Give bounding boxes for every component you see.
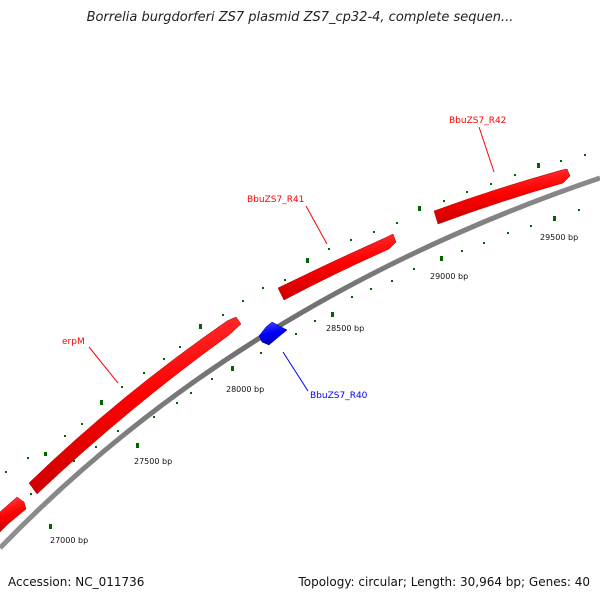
leader-line-bbuzs7-r40 [282, 351, 309, 392]
scale-tick [331, 312, 334, 317]
scale-tick [284, 279, 286, 281]
gene-arrow-bbuzs7-r40[interactable] [258, 321, 288, 346]
genes-value: 40 [574, 575, 590, 589]
scale-tick [306, 258, 309, 263]
scale-tick [418, 206, 421, 211]
tick-label-27500: 27500 bp [134, 457, 172, 466]
scale-tick [136, 443, 139, 448]
scale-tick [222, 314, 224, 316]
scale-tick [461, 250, 463, 252]
plasmid-backbone [0, 175, 600, 550]
topology-value: circular [358, 575, 403, 589]
forward-genes [0, 168, 571, 533]
scale-tick [231, 366, 234, 371]
gene-arrow-partial-left[interactable] [0, 496, 27, 533]
gene-arrow-erpm[interactable] [28, 316, 242, 495]
scale-tick [153, 416, 155, 418]
leader-line-bbuzs7-r42 [478, 126, 495, 173]
scale-tick [27, 457, 29, 459]
scale-tick [179, 346, 181, 348]
scale-tick [328, 248, 330, 250]
tick-label-28000: 28000 bp [226, 385, 264, 394]
gene-arrow-bbuzs7-r42[interactable] [433, 168, 571, 225]
topology-label: Topology: [298, 575, 355, 589]
scale-tick [242, 300, 244, 302]
scale-tick [121, 386, 123, 388]
scale-tick [117, 430, 119, 432]
scale-tick [351, 296, 353, 298]
scale-tick [260, 352, 262, 354]
scale-tick [391, 280, 393, 282]
scale-tick [373, 231, 375, 233]
summary-separator: ; [521, 575, 526, 589]
scale-tick [483, 242, 485, 244]
gene-label-bbuzs7-r41[interactable]: BbuZS7_R41 [247, 195, 304, 205]
gene-label-bbuzs7-r40[interactable]: BbuZS7_R40 [310, 391, 368, 401]
gene-label-bbuzs7-r42[interactable]: BbuZS7_R42 [449, 116, 506, 126]
length-value: 30,964 bp [460, 575, 522, 589]
scale-tick [81, 423, 83, 425]
scale-tick [5, 471, 7, 473]
scale-tick [370, 288, 372, 290]
scale-tick [30, 493, 32, 495]
scale-tick [530, 225, 532, 227]
outer-scale-ticks [5, 154, 586, 473]
leader-line-erpm [88, 346, 119, 384]
scale-tick [440, 256, 443, 261]
gene-arrow-bbuzs7-r41[interactable] [277, 233, 397, 301]
scale-tick [413, 268, 415, 270]
length-label: Length: [410, 575, 457, 589]
scale-tick [396, 222, 398, 224]
scale-tick [537, 163, 540, 168]
accession-info: Accession: NC_011736 [8, 575, 144, 589]
gene-labels: erpM BbuZS7_R40 BbuZS7_R41 BbuZS7_R42 [62, 116, 506, 401]
label-leader-lines [88, 126, 495, 392]
genes-label: Genes: [528, 575, 571, 589]
scale-tick [314, 320, 316, 322]
tick-label-27000: 27000 bp [50, 536, 88, 545]
gene-label-erpm[interactable]: erpM [62, 337, 85, 347]
inner-scale-ticks [9, 209, 580, 529]
scale-tick [262, 287, 264, 289]
scale-tick [560, 160, 562, 162]
scale-tick [295, 333, 297, 335]
scale-tick [553, 216, 556, 221]
tick-label-29000: 29000 bp [430, 272, 468, 281]
scale-tick [163, 358, 165, 360]
scale-tick [578, 209, 580, 211]
accession-label: Accession: [8, 575, 72, 589]
scale-tick [73, 460, 75, 462]
scale-tick [466, 191, 468, 193]
tick-label-29500: 29500 bp [540, 233, 578, 242]
accession-value: NC_011736 [75, 575, 145, 589]
scale-tick [143, 372, 145, 374]
scale-tick [443, 200, 445, 202]
scale-tick-labels: 27000 bp 27500 bp 28000 bp 28500 bp 2900… [50, 233, 578, 545]
scale-tick [514, 174, 516, 176]
summary-separator: ; [402, 575, 407, 589]
leader-line-bbuzs7-r41 [305, 205, 328, 245]
scale-tick [44, 452, 47, 456]
scale-tick [211, 378, 213, 380]
scale-tick [100, 400, 103, 405]
scale-tick [490, 183, 492, 185]
plasmid-summary: Topology: circular; Length: 30,964 bp; G… [298, 575, 590, 589]
scale-tick [350, 239, 352, 241]
scale-tick [199, 324, 202, 329]
scale-tick [64, 435, 66, 437]
scale-tick [507, 232, 509, 234]
reverse-genes [258, 321, 288, 346]
scale-tick [584, 154, 586, 156]
scale-tick [190, 392, 192, 394]
scale-tick [176, 402, 178, 404]
tick-label-28500: 28500 bp [326, 324, 364, 333]
scale-tick [49, 524, 52, 529]
scale-tick [95, 446, 97, 448]
map-title: Borrelia burgdorferi ZS7 plasmid ZS7_cp3… [86, 10, 514, 25]
